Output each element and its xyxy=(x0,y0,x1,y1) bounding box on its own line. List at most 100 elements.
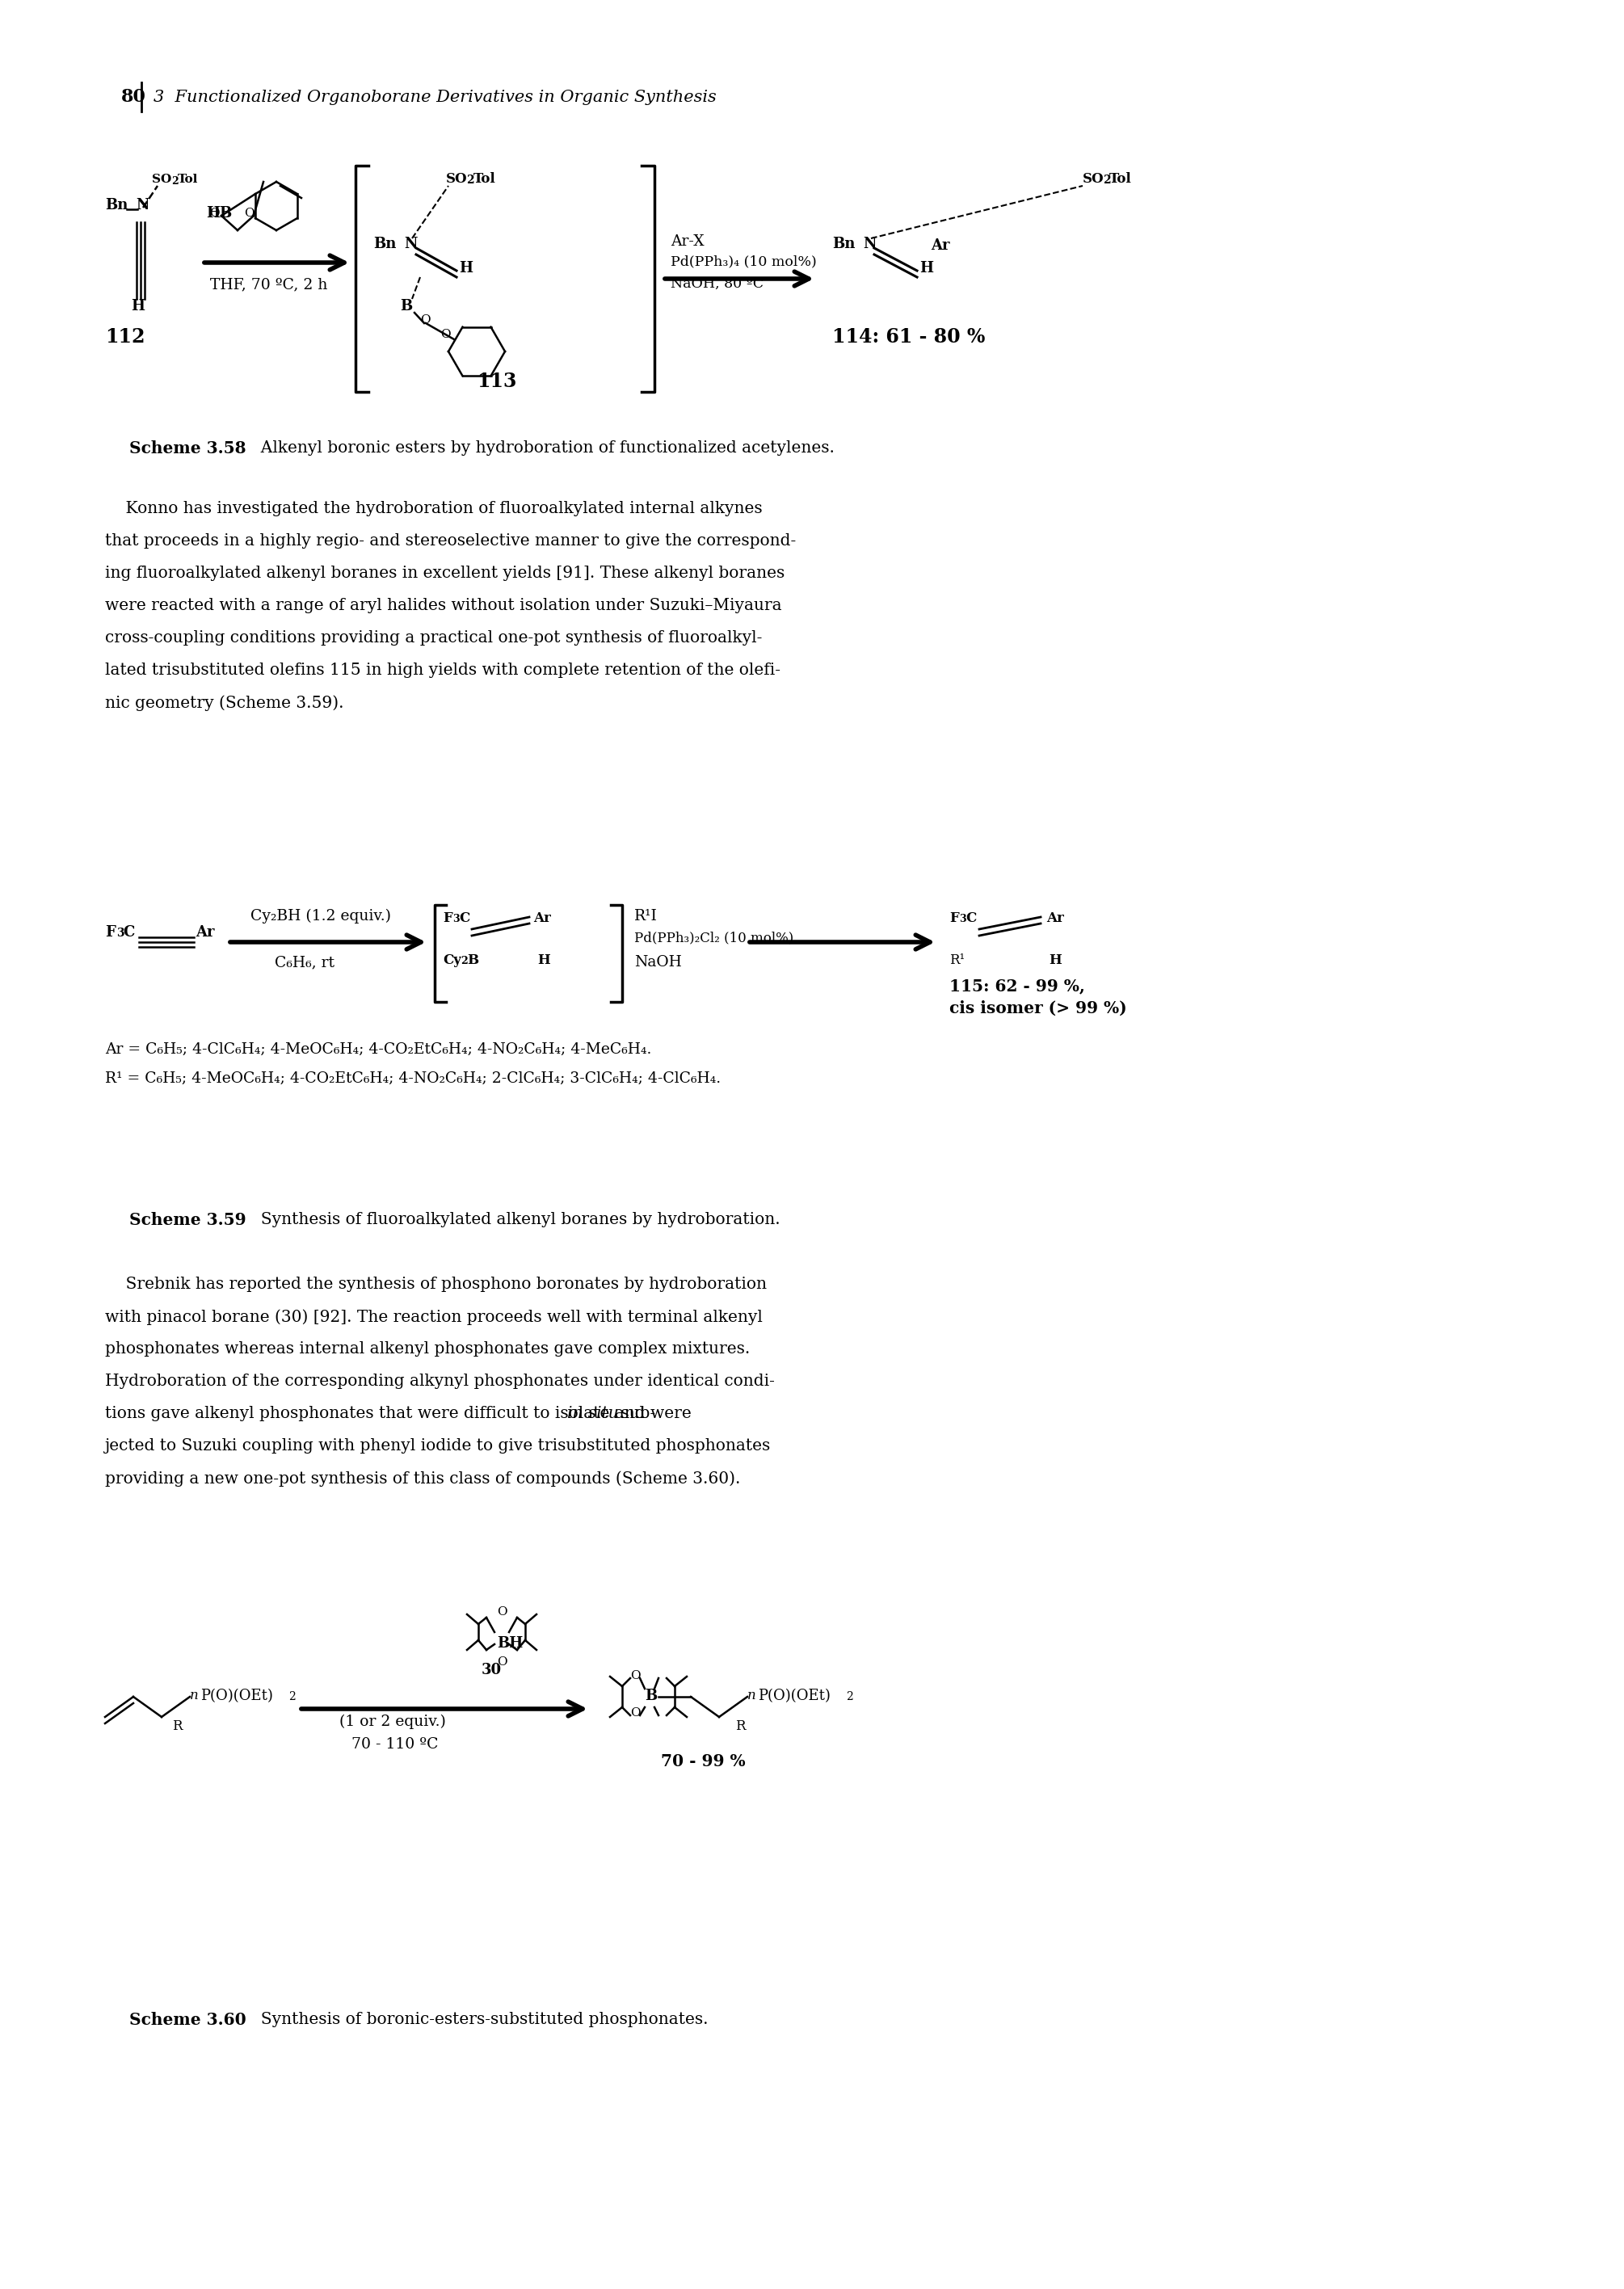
Text: (1 or 2 equiv.): (1 or 2 equiv.) xyxy=(339,1714,447,1728)
Text: R: R xyxy=(172,1719,182,1733)
Text: O: O xyxy=(421,314,430,325)
Text: 3: 3 xyxy=(453,913,460,925)
Text: O: O xyxy=(630,1671,640,1682)
Text: F: F xyxy=(443,911,451,925)
Text: Synthesis of boronic-esters-substituted phosphonates.: Synthesis of boronic-esters-substituted … xyxy=(250,2012,708,2028)
Text: Alkenyl boronic esters by hydroboration of functionalized acetylenes.: Alkenyl boronic esters by hydroboration … xyxy=(250,439,835,456)
Text: 3: 3 xyxy=(117,927,123,938)
Text: H: H xyxy=(460,261,473,275)
Text: cis isomer (> 99 %): cis isomer (> 99 %) xyxy=(950,1000,1127,1016)
Text: lated trisubstituted olefins 115 in high yields with complete retention of the o: lated trisubstituted olefins 115 in high… xyxy=(106,662,781,678)
Text: cross-coupling conditions providing a practical one-pot synthesis of fluoroalkyl: cross-coupling conditions providing a pr… xyxy=(106,629,762,645)
Text: Synthesis of fluoroalkylated alkenyl boranes by hydroboration.: Synthesis of fluoroalkylated alkenyl bor… xyxy=(250,1211,780,1227)
Text: 2: 2 xyxy=(289,1692,296,1703)
Text: F: F xyxy=(950,911,958,925)
Text: NaOH: NaOH xyxy=(635,955,682,971)
Text: providing a new one-pot synthesis of this class of compounds (Scheme 3.60).: providing a new one-pot synthesis of thi… xyxy=(106,1470,741,1486)
Text: N: N xyxy=(404,236,417,252)
Text: 2: 2 xyxy=(171,176,179,188)
Text: C: C xyxy=(460,911,469,925)
Text: 112: 112 xyxy=(106,327,145,346)
Text: 80: 80 xyxy=(122,87,146,105)
Text: R¹ = C₆H₅; 4-MeOC₆H₄; 4-CO₂EtC₆H₄; 4-NO₂C₆H₄; 2-ClC₆H₄; 3-ClC₆H₄; 4-ClC₆H₄.: R¹ = C₆H₅; 4-MeOC₆H₄; 4-CO₂EtC₆H₄; 4-NO₂… xyxy=(106,1071,721,1085)
Text: H: H xyxy=(538,955,551,968)
Text: C: C xyxy=(966,911,976,925)
Text: O: O xyxy=(209,208,219,220)
Text: nic geometry (Scheme 3.59).: nic geometry (Scheme 3.59). xyxy=(106,696,344,712)
Text: Scheme 3.59: Scheme 3.59 xyxy=(130,1211,247,1229)
Text: N: N xyxy=(136,197,149,213)
Text: Ar: Ar xyxy=(1046,911,1064,925)
Text: Tol: Tol xyxy=(1109,172,1132,185)
Text: Ar-X: Ar-X xyxy=(671,233,705,250)
Text: B: B xyxy=(468,955,479,968)
Text: P(O)(OEt): P(O)(OEt) xyxy=(200,1689,273,1703)
Text: Bn: Bn xyxy=(374,236,396,252)
Text: Ar: Ar xyxy=(195,925,214,941)
Text: Srebnik has reported the synthesis of phosphono boronates by hydroboration: Srebnik has reported the synthesis of ph… xyxy=(106,1277,767,1291)
Text: 70 - 110 ºC: 70 - 110 ºC xyxy=(351,1737,438,1751)
Text: tions gave alkenyl phosphonates that were difficult to isolate and were: tions gave alkenyl phosphonates that wer… xyxy=(106,1405,697,1421)
Text: Bn: Bn xyxy=(831,236,856,252)
Text: N: N xyxy=(862,236,877,252)
Text: R¹I: R¹I xyxy=(635,909,658,922)
Text: Pd(PPh₃)₄ (10 mol%): Pd(PPh₃)₄ (10 mol%) xyxy=(671,254,817,268)
Text: were reacted with a range of aryl halides without isolation under Suzuki–Miyaura: were reacted with a range of aryl halide… xyxy=(106,597,781,613)
Text: 3  Functionalized Organoborane Derivatives in Organic Synthesis: 3 Functionalized Organoborane Derivative… xyxy=(154,89,716,105)
Text: B: B xyxy=(400,300,412,314)
Text: sub-: sub- xyxy=(615,1405,656,1421)
Text: 115: 62 - 99 %,: 115: 62 - 99 %, xyxy=(950,977,1085,993)
Text: Pd(PPh₃)₂Cl₂ (10 mol%): Pd(PPh₃)₂Cl₂ (10 mol%) xyxy=(635,932,794,945)
Text: O: O xyxy=(630,1708,640,1719)
Text: C: C xyxy=(123,925,135,941)
Text: 2: 2 xyxy=(466,174,474,185)
Text: O: O xyxy=(440,330,450,341)
Text: in situ: in situ xyxy=(567,1405,619,1421)
Text: R: R xyxy=(736,1719,745,1733)
Text: 70 - 99 %: 70 - 99 % xyxy=(661,1753,745,1769)
Text: H: H xyxy=(132,300,145,314)
Text: Tol: Tol xyxy=(474,172,495,185)
Text: C₆H₆, rt: C₆H₆, rt xyxy=(274,955,335,971)
Text: Ar: Ar xyxy=(533,911,551,925)
Text: Ar: Ar xyxy=(931,238,950,252)
Text: 113: 113 xyxy=(477,371,516,391)
Text: P(O)(OEt): P(O)(OEt) xyxy=(758,1689,830,1703)
Text: F: F xyxy=(106,925,115,941)
Text: Cy₂BH (1.2 equiv.): Cy₂BH (1.2 equiv.) xyxy=(250,909,391,925)
Text: 30: 30 xyxy=(481,1662,502,1678)
Text: Tol: Tol xyxy=(177,174,198,185)
Text: Scheme 3.60: Scheme 3.60 xyxy=(130,2012,247,2028)
Text: O: O xyxy=(497,1607,507,1618)
Text: SO: SO xyxy=(447,172,468,185)
Text: H: H xyxy=(1049,955,1062,968)
Text: SO: SO xyxy=(1083,172,1104,185)
Text: 2: 2 xyxy=(846,1692,853,1703)
Text: 3: 3 xyxy=(960,913,966,925)
Text: H: H xyxy=(919,261,934,275)
Text: Bn: Bn xyxy=(106,197,128,213)
Text: with pinacol borane (30) [92]. The reaction proceeds well with terminal alkenyl: with pinacol borane (30) [92]. The react… xyxy=(106,1309,763,1325)
Text: n: n xyxy=(190,1689,198,1703)
Text: n: n xyxy=(747,1689,757,1703)
Text: O: O xyxy=(244,208,255,220)
Text: Scheme 3.58: Scheme 3.58 xyxy=(130,439,247,456)
Text: Hydroboration of the corresponding alkynyl phosphonates under identical condi-: Hydroboration of the corresponding alkyn… xyxy=(106,1373,775,1389)
Text: R¹: R¹ xyxy=(950,955,965,968)
Text: THF, 70 ºC, 2 h: THF, 70 ºC, 2 h xyxy=(209,277,328,291)
Text: Cy: Cy xyxy=(443,955,461,968)
Text: BH: BH xyxy=(497,1637,523,1650)
Text: NaOH, 80 ºC: NaOH, 80 ºC xyxy=(671,277,763,291)
Text: Ar = C₆H₅; 4-ClC₆H₄; 4-MeOC₆H₄; 4-CO₂EtC₆H₄; 4-NO₂C₆H₄; 4-MeC₆H₄.: Ar = C₆H₅; 4-ClC₆H₄; 4-MeOC₆H₄; 4-CO₂EtC… xyxy=(106,1041,651,1058)
Text: phosphonates whereas internal alkenyl phosphonates gave complex mixtures.: phosphonates whereas internal alkenyl ph… xyxy=(106,1341,750,1357)
Text: jected to Suzuki coupling with phenyl iodide to give trisubstituted phosphonates: jected to Suzuki coupling with phenyl io… xyxy=(106,1437,771,1454)
Text: that proceeds in a highly regio- and stereoselective manner to give the correspo: that proceeds in a highly regio- and ste… xyxy=(106,533,796,549)
Text: 2: 2 xyxy=(1103,174,1111,185)
Text: ing fluoroalkylated alkenyl boranes in excellent yields [91]. These alkenyl bora: ing fluoroalkylated alkenyl boranes in e… xyxy=(106,565,784,581)
Text: B: B xyxy=(645,1689,658,1703)
Text: HB: HB xyxy=(206,206,232,220)
Text: O: O xyxy=(497,1657,507,1669)
Text: SO: SO xyxy=(153,174,172,185)
Text: Konno has investigated the hydroboration of fluoroalkylated internal alkynes: Konno has investigated the hydroboration… xyxy=(106,501,762,517)
Text: 114: 61 - 80 %: 114: 61 - 80 % xyxy=(831,327,986,346)
